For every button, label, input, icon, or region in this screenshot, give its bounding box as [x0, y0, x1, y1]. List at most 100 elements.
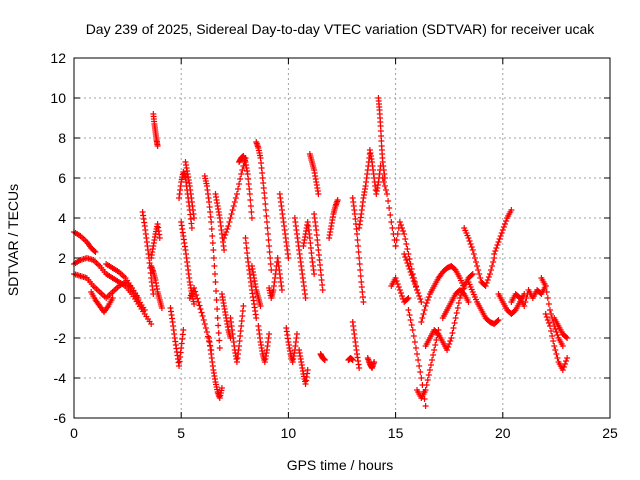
- data-point: [455, 300, 462, 306]
- data-point: [492, 248, 499, 254]
- x-tick-label: 25: [602, 425, 618, 441]
- data-point: [406, 256, 413, 262]
- data-point: [379, 175, 386, 181]
- data-point: [424, 377, 431, 383]
- data-point: [418, 299, 425, 305]
- data-point: [521, 303, 528, 309]
- data-point: [248, 209, 255, 215]
- data-point: [257, 303, 264, 309]
- data-point: [522, 299, 529, 305]
- data-point: [409, 327, 416, 333]
- data-point: [499, 227, 506, 233]
- data-point: [321, 357, 328, 363]
- x-tick-label: 15: [388, 425, 404, 441]
- data-point: [468, 272, 475, 278]
- data-point: [404, 246, 411, 252]
- data-point: [194, 295, 201, 302]
- data-point: [264, 225, 271, 231]
- data-point: [394, 231, 401, 237]
- data-point: [201, 321, 208, 327]
- data-point: [410, 333, 417, 339]
- data-point: [405, 295, 412, 301]
- data-point: [382, 187, 389, 193]
- data-point: [553, 329, 560, 335]
- data-point: [354, 231, 361, 237]
- data-point: [156, 235, 163, 241]
- data-point: [501, 221, 508, 227]
- data-point: [467, 241, 474, 247]
- data-point: [544, 317, 551, 323]
- data-point: [356, 255, 363, 261]
- data-point: [355, 249, 362, 255]
- data-point: [411, 281, 418, 287]
- data-point: [265, 231, 272, 237]
- data-point: [199, 313, 206, 319]
- data-point: [214, 306, 221, 312]
- chart-title: Day 239 of 2025, Sidereal Day-to-day VTE…: [86, 21, 596, 37]
- data-point: [432, 342, 439, 348]
- data-point: [210, 255, 217, 261]
- data-point: [453, 310, 460, 316]
- data-point: [235, 186, 242, 192]
- data-point: [210, 247, 217, 253]
- data-point: [158, 305, 165, 311]
- data-point: [311, 271, 318, 277]
- data-point: [424, 297, 431, 303]
- data-point: [208, 226, 215, 232]
- data-point: [404, 260, 411, 266]
- data-point: [403, 241, 410, 247]
- data-point: [198, 309, 205, 316]
- data-point: [380, 179, 387, 185]
- data-point: [470, 251, 477, 257]
- y-tick-label: -2: [54, 330, 67, 346]
- data-point: [396, 287, 403, 293]
- data-point: [483, 280, 490, 286]
- data-point: [489, 263, 496, 269]
- data-point: [354, 237, 361, 243]
- plot-frame: [73, 57, 611, 419]
- data-point: [202, 325, 209, 331]
- data-point: [192, 288, 199, 295]
- data-point: [407, 317, 414, 323]
- x-tick-label: 5: [177, 425, 185, 441]
- data-point: [396, 219, 403, 225]
- data-point: [355, 243, 362, 249]
- data-point: [485, 274, 492, 280]
- data-point: [488, 267, 495, 273]
- data-point: [427, 362, 434, 368]
- data-point: [418, 319, 425, 325]
- data-point: [399, 225, 406, 231]
- data-point: [543, 289, 550, 295]
- data-point: [224, 226, 231, 232]
- data-point: [216, 345, 223, 351]
- data-point: [228, 211, 235, 217]
- data-point: [387, 212, 394, 218]
- data-point: [215, 322, 222, 329]
- data-point: [495, 317, 502, 323]
- data-point: [246, 191, 253, 197]
- data-point: [229, 207, 236, 213]
- data-point: [552, 326, 559, 332]
- data-point: [262, 207, 269, 213]
- data-point: [542, 311, 549, 317]
- data-point: [141, 307, 148, 313]
- data-point: [554, 332, 561, 338]
- data-point: [397, 222, 404, 228]
- data-point: [563, 334, 570, 340]
- data-point: [495, 239, 502, 245]
- data-point: [261, 195, 268, 201]
- data-point: [213, 288, 220, 294]
- y-tick-label: 10: [50, 90, 66, 106]
- data-point: [266, 331, 273, 337]
- data-point: [415, 357, 422, 363]
- data-point: [223, 229, 230, 235]
- data-point: [226, 219, 233, 225]
- data-point: [469, 247, 476, 253]
- y-tick-label: 4: [58, 210, 66, 226]
- y-tick-label: 0: [58, 290, 66, 306]
- data-point: [469, 271, 476, 277]
- data-point: [389, 225, 396, 231]
- data-point: [477, 275, 484, 281]
- data-point: [468, 244, 475, 250]
